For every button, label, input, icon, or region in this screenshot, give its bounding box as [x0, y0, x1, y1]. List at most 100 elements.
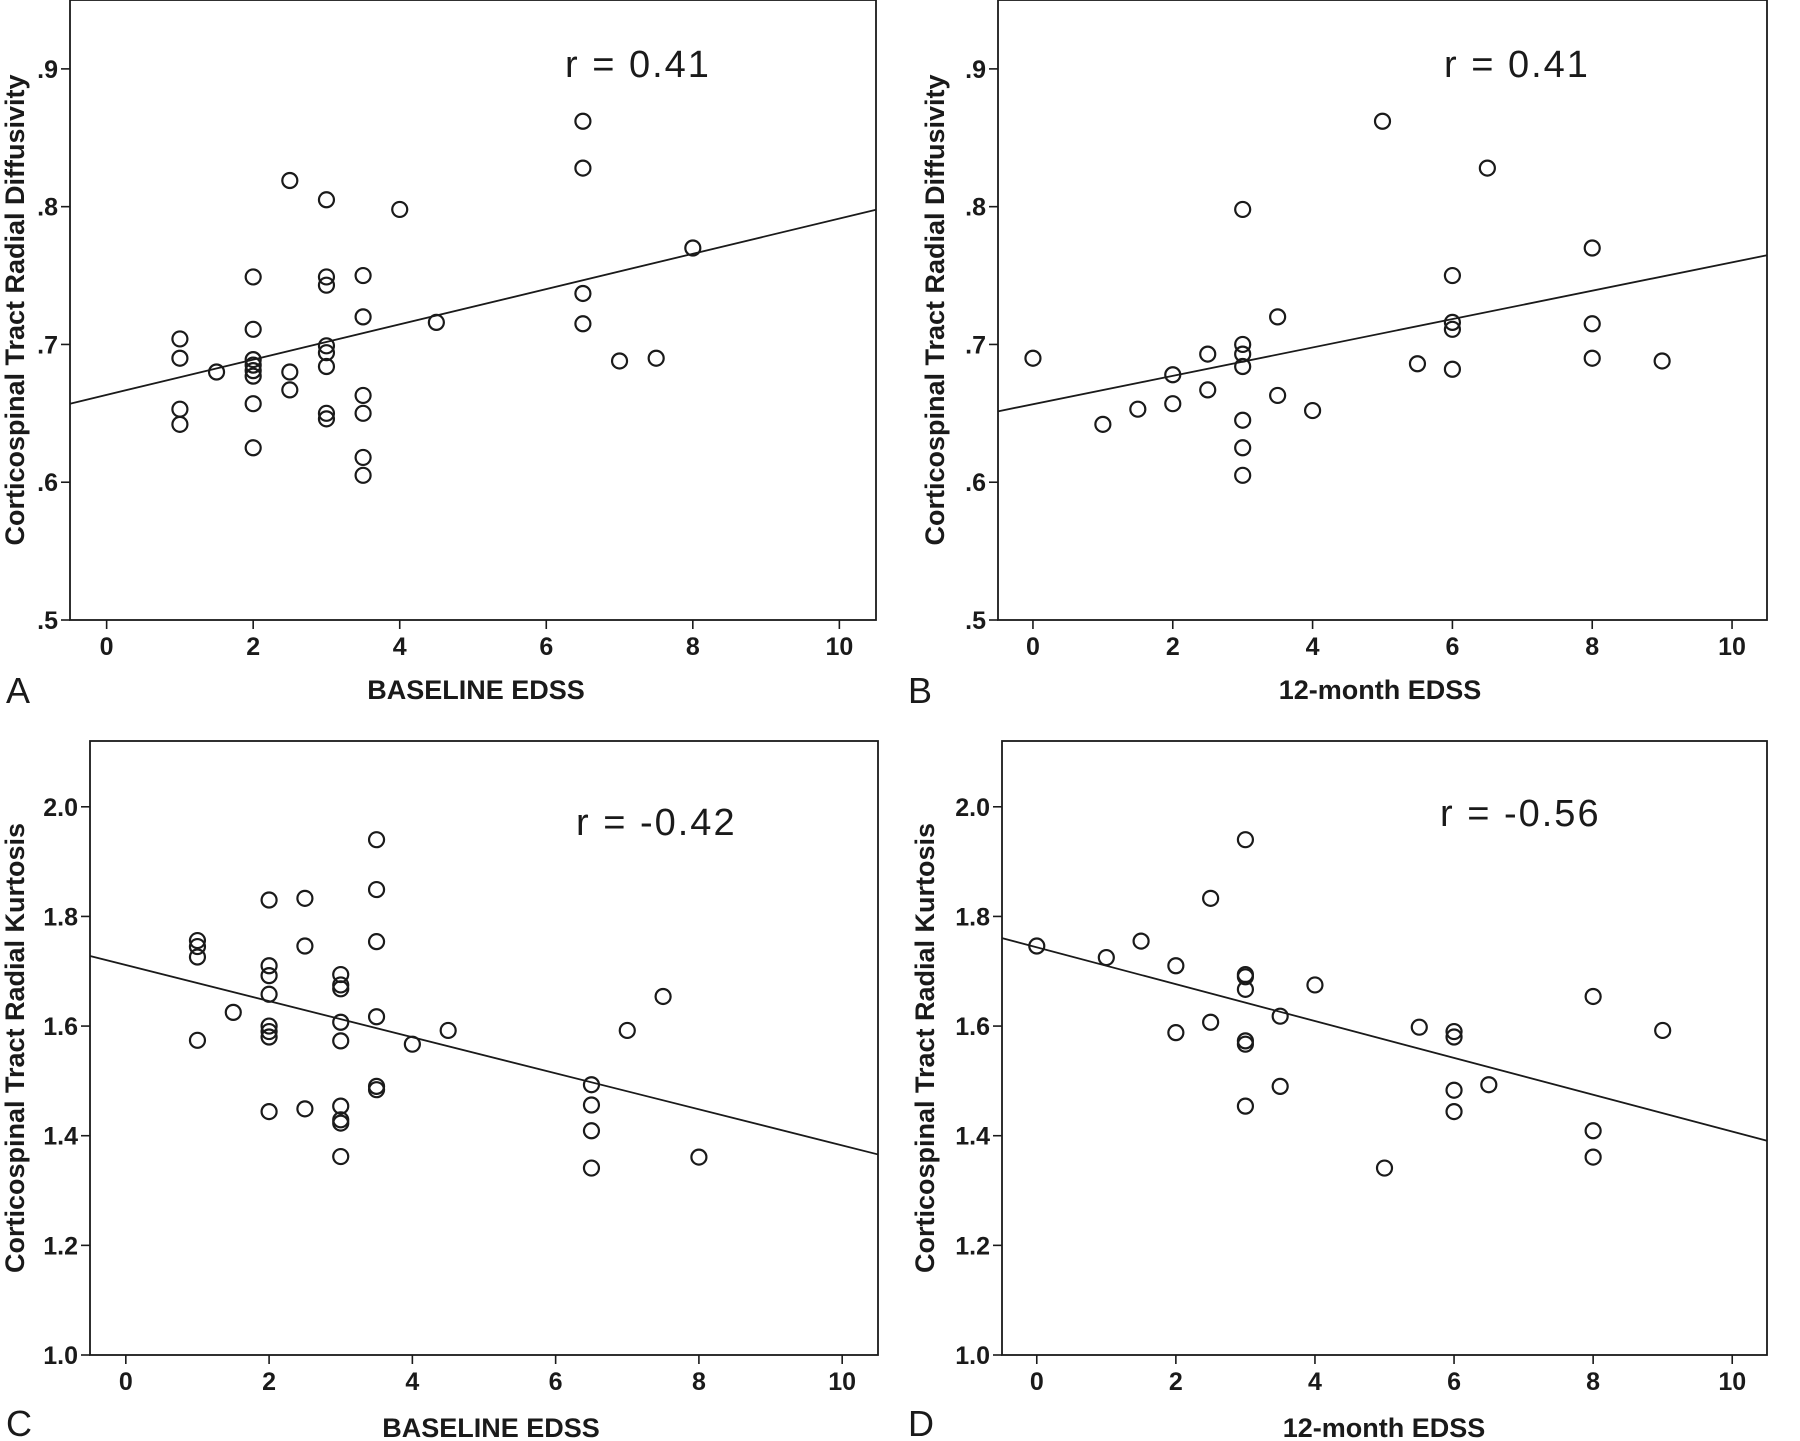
x-tick-label: 6: [549, 1368, 563, 1396]
x-tick-label: 8: [686, 633, 700, 661]
data-point: [281, 381, 299, 399]
x-axis-label: 12-month EDSS: [1283, 1413, 1486, 1441]
y-tick-label: 1.2: [955, 1232, 990, 1260]
correlation-annotation: r = 0.41: [565, 44, 711, 86]
x-tick-label: 4: [1306, 633, 1320, 661]
y-tick-label: .9: [37, 56, 58, 84]
y-tick-label: 1.4: [43, 1123, 78, 1151]
data-point: [244, 320, 262, 338]
data-point: [1271, 1007, 1289, 1025]
data-point: [296, 889, 314, 907]
correlation-annotation: r = -0.56: [1440, 793, 1601, 835]
x-axis-label: BASELINE EDSS: [382, 1413, 600, 1441]
ticks: 0 2 4 6 8 10 .5 .6 .7 .8 .9: [37, 56, 853, 661]
data-point: [188, 1031, 207, 1049]
data-point: [1164, 366, 1182, 384]
data-points: [1028, 831, 1672, 1177]
data-point: [1234, 466, 1252, 484]
data-point: [332, 1114, 350, 1132]
data-point: [1584, 1122, 1602, 1140]
data-point: [171, 400, 189, 418]
y-tick-label: 2.0: [955, 794, 990, 822]
x-axis-label: BASELINE EDSS: [367, 675, 585, 705]
x-tick-label: 10: [1718, 1368, 1746, 1396]
y-tick-label: 1.4: [955, 1123, 990, 1151]
x-tick-label: 6: [1445, 633, 1459, 661]
x-tick-label: 0: [1030, 1368, 1044, 1396]
x-tick-label: 0: [100, 633, 114, 661]
data-point: [224, 1003, 242, 1021]
data-point: [1234, 439, 1252, 457]
data-point: [207, 363, 226, 381]
data-point: [332, 1147, 350, 1166]
correlation-annotation: r = 0.41: [1444, 44, 1590, 86]
data-point: [260, 891, 278, 909]
data-point: [1129, 400, 1147, 418]
data-point: [1234, 411, 1252, 429]
data-point: [582, 1076, 601, 1094]
data-point: [1234, 345, 1252, 363]
data-point: [1199, 381, 1217, 399]
panel-b: 0 2 4 6 8 10 .5 .6 .7 .8 .9 r = 0.41 Corticospinal…: [908, 0, 1768, 711]
data-point: [260, 1028, 278, 1046]
data-point: [1303, 401, 1322, 420]
correlation-annotation: r = -0.42: [576, 802, 737, 844]
data-point: [1271, 1077, 1289, 1095]
x-tick-label: 0: [119, 1368, 133, 1396]
data-point: [317, 410, 336, 428]
data-point: [317, 404, 336, 422]
y-tick-label: .5: [965, 607, 986, 635]
data-point: [1236, 1097, 1255, 1115]
data-point: [367, 933, 386, 951]
data-point: [1375, 1159, 1394, 1177]
data-point: [690, 1148, 708, 1166]
data-point: [647, 349, 665, 367]
data-point: [427, 313, 445, 331]
x-tick-label: 8: [1586, 1368, 1600, 1396]
data-point: [1167, 957, 1185, 975]
data-point: [1480, 1076, 1498, 1094]
x-tick-label: 2: [1166, 633, 1180, 661]
data-point: [439, 1021, 457, 1040]
data-point: [354, 266, 372, 285]
y-tick-label: .9: [965, 56, 986, 84]
data-point: [1584, 987, 1602, 1006]
data-point: [1167, 1024, 1185, 1042]
data-point: [1653, 352, 1671, 370]
data-point: [244, 395, 262, 413]
data-point: [618, 1021, 636, 1040]
plot-frame: [69, 0, 877, 621]
data-point: [1583, 315, 1601, 333]
data-point: [260, 1022, 278, 1041]
ticks: 0 2 4 6 8 10 1.0 1.2 1.4 1.6 1.8 2.0: [955, 794, 1746, 1396]
data-point: [1097, 948, 1115, 967]
ticks: 0 2 4 6 8 10 .5 .6 .7 .8 .9: [965, 56, 1746, 661]
data-point: [1443, 266, 1462, 285]
data-point: [574, 112, 592, 130]
data-point: [367, 831, 386, 849]
data-point: [1202, 1013, 1220, 1031]
data-point: [582, 1122, 601, 1140]
data-point: [244, 268, 262, 286]
data-point: [171, 415, 189, 433]
data-point: [403, 1035, 421, 1053]
data-point: [1236, 831, 1255, 849]
data-point: [1584, 1148, 1602, 1166]
x-tick-label: 10: [825, 633, 853, 661]
x-tick-label: 2: [1169, 1368, 1183, 1396]
data-points: [1024, 112, 1671, 484]
data-point: [317, 268, 336, 286]
data-point: [1583, 239, 1601, 257]
data-point: [260, 957, 278, 975]
y-axis-label: Corticospinal Tract Radial Diffusivity: [920, 74, 950, 545]
y-tick-label: .7: [37, 331, 58, 359]
data-point: [1306, 976, 1324, 994]
data-point: [391, 200, 409, 219]
data-point: [1234, 357, 1252, 376]
y-tick-label: .7: [965, 331, 986, 359]
y-tick-label: .6: [965, 469, 986, 497]
data-point: [188, 931, 207, 950]
x-tick-label: 10: [1718, 633, 1746, 661]
data-point: [1269, 308, 1287, 326]
y-tick-label: 1.8: [43, 903, 78, 931]
